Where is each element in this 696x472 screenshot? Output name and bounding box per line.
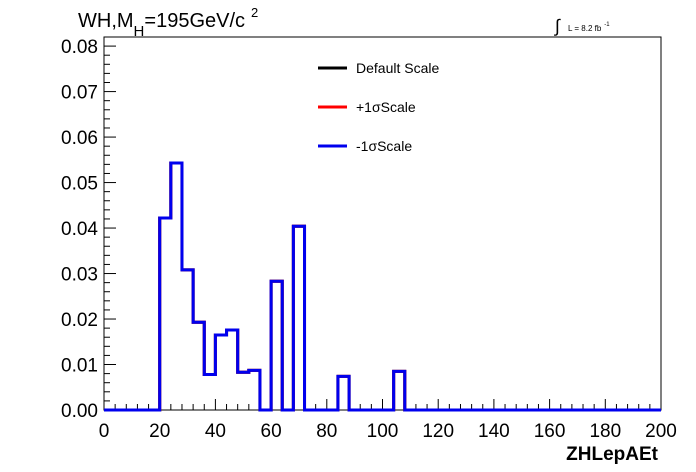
- series-group: [104, 161, 661, 412]
- x-tick-label: 20: [149, 421, 170, 442]
- y-tick-label: 0.05: [61, 174, 98, 195]
- x-tick-label: 100: [367, 421, 399, 442]
- lumi-integral-symbol: ∫: [553, 16, 561, 36]
- y-tick-label: 0.07: [61, 83, 98, 104]
- y-tick-label: 0.06: [61, 128, 98, 149]
- series-line: [104, 161, 661, 412]
- x-tick-label: 60: [261, 421, 282, 442]
- y-axis: 0.00 0.01 0.02 0.03 0.04 0.05 0.06 0.07 0.08: [61, 36, 116, 422]
- y-tick-label: 0.00: [61, 401, 98, 422]
- y-tick-label: 0.08: [61, 37, 98, 58]
- y-tick-label: 0.02: [61, 310, 98, 331]
- y-tick-label: 0.01: [61, 356, 98, 377]
- x-tick-label: 200: [645, 421, 677, 442]
- series-line: [104, 161, 661, 412]
- x-tick-label: 120: [422, 421, 454, 442]
- chart-title: WH,MH=195GeV/c 2: [78, 5, 258, 40]
- x-tick-label: 0: [99, 421, 110, 442]
- legend-entry: +1σScale: [356, 99, 416, 115]
- x-axis-label: ZHLepAEt: [566, 444, 659, 465]
- x-tick-label: 180: [589, 421, 621, 442]
- y-tick-label: 0.03: [61, 265, 98, 286]
- legend: Default Scale +1σScale -1σScale: [318, 60, 439, 154]
- lumi-label: L = 8.2 fb -1: [568, 22, 610, 33]
- y-tick-label: 0.04: [61, 219, 98, 240]
- series-line: [104, 161, 661, 412]
- x-tick-label: 40: [205, 421, 226, 442]
- x-axis: 0 20 40 60 80 100 120 140 160 180 200: [99, 399, 677, 442]
- legend-entry: -1σScale: [356, 138, 412, 154]
- plot-frame: [103, 36, 662, 411]
- x-tick-label: 160: [534, 421, 566, 442]
- x-tick-label: 140: [478, 421, 510, 442]
- legend-entry: Default Scale: [356, 60, 439, 76]
- x-tick-label: 80: [316, 421, 337, 442]
